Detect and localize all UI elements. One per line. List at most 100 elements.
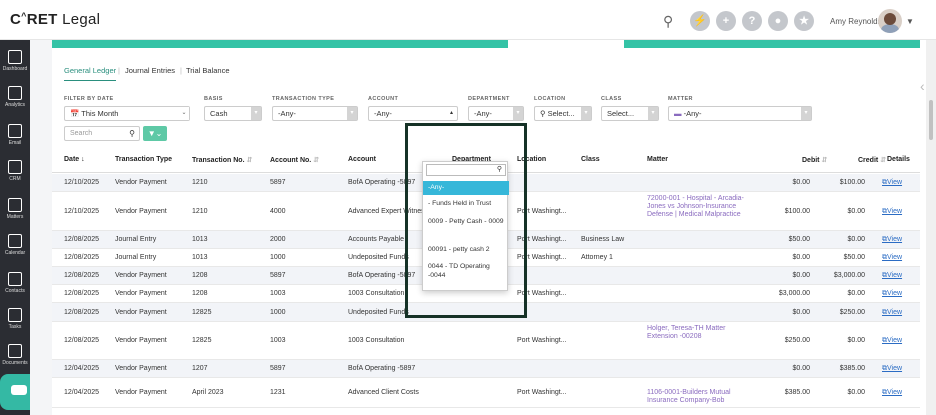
bolt-icon[interactable]: ⚡ — [690, 11, 710, 31]
account-option[interactable]: - Funds Held in Trust — [428, 200, 492, 207]
chevron-left-icon[interactable]: ‹ — [920, 78, 925, 94]
star-icon[interactable]: ★ — [794, 11, 814, 31]
sidebar-item-documents[interactable]: Documents — [0, 340, 30, 378]
sidebar-item-crm[interactable]: CRM — [0, 156, 30, 194]
col-date[interactable]: Date ↓ — [64, 156, 85, 163]
sidebar-item-contacts[interactable]: Contacts — [0, 268, 30, 306]
sidebar-item-calendar[interactable]: Calendar — [0, 230, 30, 268]
view-link[interactable]: ⧉View — [882, 254, 902, 262]
cell-date: 12/08/2025 — [64, 254, 100, 261]
col-account[interactable]: Account — [348, 156, 376, 163]
cell-loc: Port Washingt... — [517, 290, 567, 297]
col-class[interactable]: Class — [581, 156, 600, 163]
cell-matter[interactable]: 72000-001 - Hospital - Arcadia-Jones vs … — [647, 195, 744, 218]
analytics-icon — [8, 86, 22, 100]
user-name[interactable]: Amy Reynolds — [830, 17, 882, 26]
cell-type: Vendor Payment — [115, 290, 167, 297]
filter-date-select[interactable]: 📅 This Month ⌄ — [64, 106, 190, 121]
cell-date: 12/10/2025 — [64, 208, 100, 215]
sidebar-item-matters[interactable]: Matters — [0, 194, 30, 232]
calendar-icon: 📅 — [70, 109, 80, 118]
search-icon: ⚲ — [496, 166, 502, 173]
crm-icon — [8, 160, 22, 174]
chevron-down-icon: ▾ — [251, 107, 261, 120]
cell-account: BofA Operating -5897 — [348, 179, 416, 186]
external-link-icon: ⧉ — [882, 290, 887, 297]
tab-general-ledger[interactable]: General Ledger — [64, 66, 117, 81]
cell-matter[interactable]: Holger, Teresa-TH Matter Extension -0020… — [647, 325, 726, 340]
filter-type-label: TRANSACTION TYPE — [272, 96, 335, 102]
col-matter[interactable]: Matter — [647, 156, 669, 163]
table-row: 12/04/2025 Vendor Payment 1207 5897 BofA Ope… — [52, 360, 920, 378]
app-logo[interactable]: C^RET Legal — [10, 11, 101, 28]
view-link[interactable]: ⧉View — [882, 179, 902, 187]
chat-icon[interactable]: ● — [768, 11, 788, 31]
col-transaction-type[interactable]: Transaction Type — [115, 156, 173, 163]
search-icon[interactable]: ⚲ — [663, 13, 674, 29]
col-details[interactable]: Details — [887, 156, 910, 163]
sidebar-item-email[interactable]: Email — [0, 120, 30, 158]
cell-no: 1210 — [192, 208, 208, 215]
filter-location-select[interactable]: ⚲ Select... ▾ — [534, 106, 592, 121]
view-link[interactable]: ⧉View — [882, 337, 902, 345]
cell-account: Undeposited Funds — [348, 309, 409, 316]
filter-account-select[interactable]: -Any- ▴ — [368, 106, 458, 121]
cell-no: 12825 — [192, 309, 212, 316]
filter-department-select[interactable]: -Any- ▾ — [468, 106, 524, 121]
cell-type: Vendor Payment — [115, 337, 167, 344]
tab-trial-balance[interactable]: Trial Balance — [186, 66, 230, 75]
cell-loc: Port Washingt... — [517, 236, 567, 243]
cell-type: Journal Entry — [115, 254, 157, 261]
col-transaction-no[interactable]: Transaction No. ⇵ — [192, 157, 253, 164]
sidebar: Dashboard Analytics Email CRM Matters Ca… — [0, 40, 30, 415]
external-link-icon: ⧉ — [882, 365, 887, 372]
cell-account: Advanced Client Costs — [348, 389, 419, 396]
chevron-down-icon[interactable]: ▼ — [906, 17, 914, 26]
search-input[interactable]: Search ⚲ — [64, 126, 140, 141]
sidebar-item-analytics[interactable]: Analytics — [0, 82, 30, 120]
filter-basis-select[interactable]: Cash ▾ — [204, 106, 262, 121]
scrollbar[interactable] — [926, 40, 936, 415]
view-link[interactable]: ⧉View — [882, 389, 902, 397]
avatar[interactable] — [878, 9, 902, 33]
view-link[interactable]: ⧉View — [882, 208, 902, 216]
help-icon[interactable]: ? — [742, 11, 762, 31]
view-link[interactable]: ⧉View — [882, 365, 902, 373]
external-link-icon: ⧉ — [882, 337, 887, 344]
col-department[interactable]: Department — [452, 156, 491, 163]
account-dropdown-search[interactable]: ⚲ — [426, 164, 506, 176]
cell-acct: 1231 — [270, 389, 286, 396]
view-link[interactable]: ⧉View — [882, 309, 902, 317]
filter-button[interactable]: ▼⌄ — [143, 126, 167, 141]
view-link[interactable]: ⧉View — [882, 290, 902, 298]
cell-matter[interactable]: 1106-0001-Builders Mutual Insurance Comp… — [647, 389, 731, 404]
documents-icon — [8, 344, 22, 358]
chevron-down-icon: ▾ — [513, 107, 523, 120]
account-option[interactable]: 0044 - TD Operating -0044 — [428, 263, 490, 279]
col-debit[interactable]: Debit ⇵ — [802, 157, 828, 164]
cell-credit: $0.00 — [847, 337, 865, 344]
filter-class-select[interactable]: Select... ▾ — [601, 106, 659, 121]
scrollbar-thumb[interactable] — [929, 100, 933, 140]
account-option[interactable]: -Any- — [423, 181, 509, 195]
sidebar-item-dashboard[interactable]: Dashboard — [0, 46, 30, 84]
plus-icon[interactable]: + — [716, 11, 736, 31]
col-location[interactable]: Location — [517, 156, 547, 163]
view-link-label: View — [887, 337, 903, 344]
col-credit[interactable]: Credit ⇵ — [858, 157, 887, 164]
filter-type-select[interactable]: -Any- ▾ — [272, 106, 358, 121]
cell-date: 12/08/2025 — [64, 290, 100, 297]
cell-account: Accounts Payable — [348, 236, 405, 243]
view-link[interactable]: ⧉View — [882, 272, 902, 280]
cell-no: 1208 — [192, 272, 208, 279]
filter-matter-label: MATTER — [668, 96, 693, 102]
account-option[interactable]: 0009 - Petty Cash - 0009 — [428, 218, 504, 225]
cell-type: Vendor Payment — [115, 365, 167, 372]
tab-journal-entries[interactable]: Journal Entries — [125, 66, 176, 75]
view-link[interactable]: ⧉View — [882, 236, 902, 244]
sidebar-item-tasks[interactable]: Tasks — [0, 304, 30, 342]
filter-matter-select[interactable]: ▬ -Any- ▾ — [668, 106, 812, 121]
cell-date: 12/08/2025 — [64, 337, 100, 344]
col-account-no[interactable]: Account No. ⇵ — [270, 157, 320, 164]
account-option[interactable]: 00091 - petty cash 2 — [428, 246, 490, 253]
